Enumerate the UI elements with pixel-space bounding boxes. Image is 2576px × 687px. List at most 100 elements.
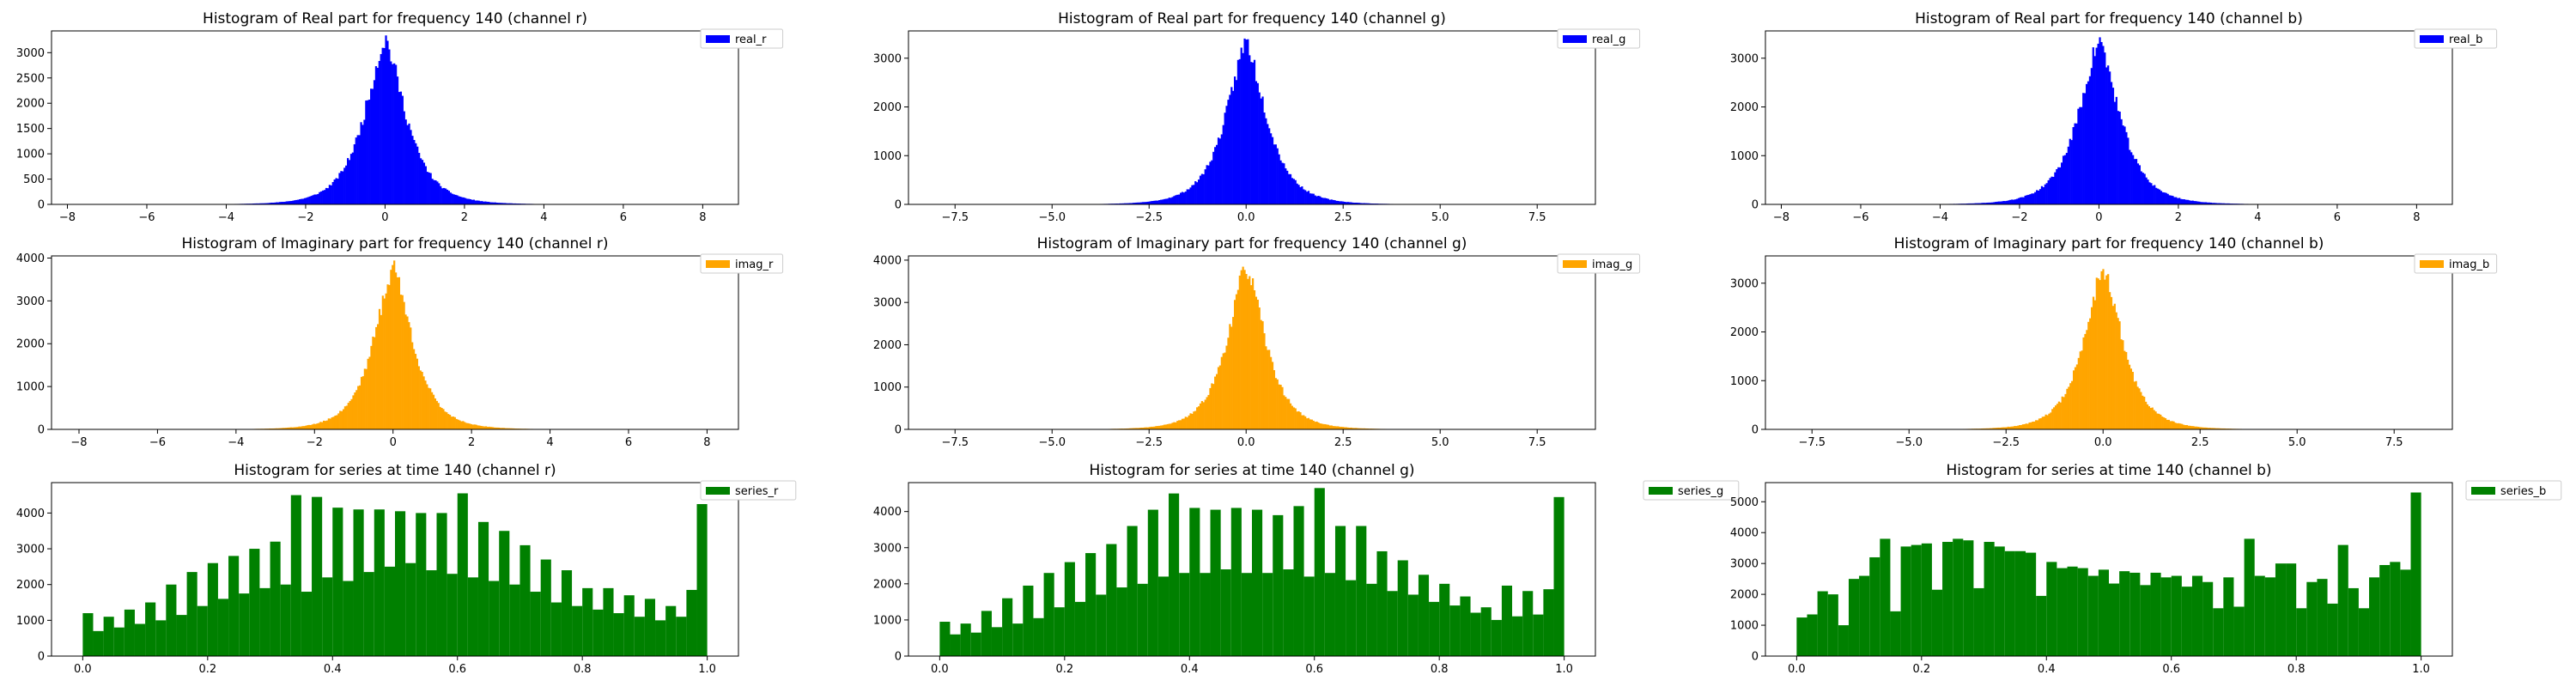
bar [1153, 426, 1156, 429]
bar [2105, 67, 2108, 204]
y-tick-label: 1000 [16, 381, 45, 394]
bar [2153, 410, 2155, 429]
bar [1175, 195, 1177, 204]
x-tick-label: 0.6 [1305, 663, 1323, 676]
bar [1170, 423, 1172, 429]
x-tick-label: 7.5 [2385, 436, 2403, 449]
axes-frame [908, 255, 1596, 430]
x-tick-label: 6 [620, 211, 627, 224]
bar [451, 193, 453, 204]
bar [1170, 198, 1172, 204]
x-tick-label: 2 [468, 436, 475, 449]
x-tick-label: 0.0 [1788, 663, 1806, 676]
bar [1135, 428, 1138, 429]
bar [2192, 426, 2195, 429]
bar [2205, 427, 2208, 429]
bar [287, 427, 289, 429]
bar [290, 495, 301, 656]
bar [334, 415, 337, 429]
bar [442, 409, 445, 429]
bar [2001, 201, 2003, 204]
x-tick-label: −7.5 [941, 436, 969, 449]
bar [2069, 383, 2072, 429]
x-tick-label: 0.8 [574, 663, 592, 676]
bar [1348, 428, 1351, 429]
x-tick-label: −2 [297, 211, 313, 224]
bar [2190, 426, 2193, 429]
subplot-real_r: −8 −6 −4 −2 0 2 4 6 8 0 500 1000 1500 2000 2500 3000 His… [16, 10, 784, 224]
bars-real_g [945, 38, 1545, 205]
bar [2180, 198, 2183, 204]
bar [414, 354, 417, 429]
bar [2155, 187, 2158, 204]
x-tick-label: −2.5 [1992, 436, 2020, 449]
bar [1227, 100, 1230, 204]
bar [2174, 423, 2177, 429]
bar [2170, 195, 2172, 204]
bar [1002, 598, 1013, 656]
bar [1199, 175, 1202, 204]
bar [2054, 405, 2057, 429]
bar [1128, 203, 1131, 204]
bar [1155, 426, 1157, 429]
bar [447, 414, 450, 429]
bar [332, 416, 335, 429]
bar [2185, 424, 2188, 429]
bar [1297, 410, 1300, 429]
bar [491, 427, 494, 429]
bar [282, 428, 284, 429]
bar [1278, 384, 1280, 429]
bar [416, 513, 427, 656]
bar [1148, 427, 1151, 429]
bar [2102, 269, 2105, 429]
bar [2009, 199, 2012, 204]
bar [2044, 414, 2047, 429]
bar [1143, 202, 1146, 204]
bar [1173, 422, 1176, 429]
bar [2022, 197, 2025, 204]
bar [384, 566, 395, 656]
bar [2087, 81, 2090, 205]
bar [2209, 202, 2212, 204]
bar [2004, 201, 2007, 204]
bar [446, 412, 448, 429]
bar [2056, 404, 2059, 429]
bar [442, 187, 446, 204]
bars-series_b [1796, 492, 2421, 656]
bar [1273, 370, 1276, 429]
bar [342, 409, 345, 429]
bar [1297, 185, 1300, 204]
y-tick-label: 2000 [16, 98, 45, 111]
bar [322, 577, 333, 656]
chart-title: Histogram of Real part for frequency 140… [1915, 10, 2303, 27]
bar [1043, 573, 1054, 656]
bar [1214, 147, 1217, 204]
bar [1186, 416, 1188, 429]
bar [1291, 178, 1294, 204]
bar [2072, 127, 2075, 204]
bar [2117, 111, 2119, 204]
bar [1263, 112, 1266, 204]
bar [2207, 428, 2209, 429]
bar [1161, 425, 1164, 429]
bar [309, 424, 312, 429]
bar [1314, 488, 1325, 656]
bar [441, 188, 444, 204]
bars-series_r [82, 493, 708, 656]
bar [404, 119, 407, 204]
bar [411, 136, 414, 204]
x-tick-label: −4 [228, 436, 244, 449]
bar [470, 423, 472, 429]
bar [1285, 397, 1287, 429]
bar [2254, 575, 2265, 656]
bar [301, 592, 313, 656]
bar [325, 187, 328, 204]
bar [437, 403, 440, 429]
bar [360, 122, 362, 204]
bar [2204, 202, 2208, 204]
bar [2203, 202, 2206, 204]
bar [2136, 163, 2140, 204]
bar [1233, 76, 1236, 204]
bar [430, 392, 434, 429]
bar [1501, 585, 1513, 656]
